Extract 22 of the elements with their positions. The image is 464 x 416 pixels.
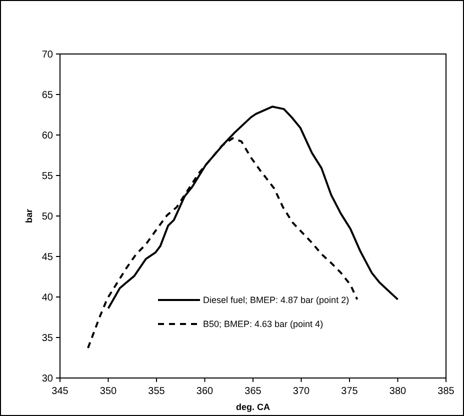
x-tick-label: 365 (244, 386, 262, 397)
x-tick-label: 385 (438, 386, 455, 397)
legend-label: Diesel fuel; BMEP: 4.87 bar (point 2) (203, 295, 350, 306)
y-tick-label: 35 (42, 333, 54, 344)
y-tick-label: 40 (42, 292, 54, 304)
y-tick-label: 65 (42, 90, 54, 101)
y-tick-label: 55 (42, 171, 54, 182)
x-tick-label: 360 (196, 386, 214, 397)
x-tick-label: 355 (148, 386, 166, 397)
y-tick-label: 50 (42, 212, 54, 222)
x-tick-label: 345 (52, 386, 69, 397)
y-axis-title: bar (24, 208, 34, 224)
x-tick-label: 375 (341, 386, 358, 397)
legend-label: B50; BMEP: 4.63 bar (point 4) (203, 319, 324, 330)
y-tick-label: 60 (42, 130, 54, 142)
x-axis-title: deg. CA (236, 402, 270, 412)
x-tick-label: 380 (389, 386, 407, 397)
y-tick-label: 30 (42, 374, 54, 384)
x-tick-label: 350 (100, 386, 118, 397)
y-tick-label: 45 (42, 252, 54, 263)
x-tick-label: 370 (292, 386, 310, 397)
y-tick-label: 70 (42, 50, 54, 60)
